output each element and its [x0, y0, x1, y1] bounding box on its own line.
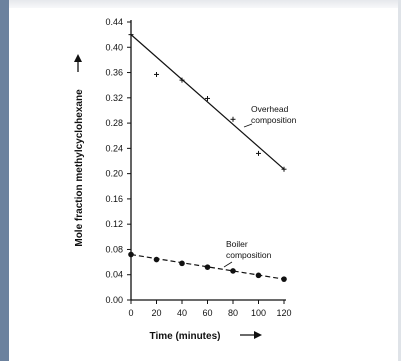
x-tick-label: 0 [128, 308, 133, 318]
chart-series [128, 32, 287, 282]
y-tick-label: 0.12 [105, 219, 123, 229]
window-right-border [398, 0, 401, 361]
y-tick-label: 0.36 [105, 68, 123, 78]
x-tick-label: 100 [251, 308, 266, 318]
chart-ticks: 0.00 0.04 0.08 0.12 0.16 0.20 0.24 0.28 0.32 0.36… [105, 17, 291, 318]
y-tick-label: 0.32 [105, 93, 123, 103]
x-axis-arrow-icon [240, 331, 262, 339]
series-plus [128, 32, 287, 172]
x-tick-label: 80 [228, 308, 238, 318]
data-point [128, 251, 134, 258]
annotation-label: composition [226, 250, 272, 260]
y-tick-label: 0.04 [105, 270, 123, 280]
x-axis-title: Time (minutes) [150, 331, 221, 342]
data-point [128, 32, 134, 38]
data-point [205, 95, 210, 101]
data-point [281, 166, 287, 172]
annotation-label: Overhead [251, 104, 289, 114]
data-point [154, 71, 159, 77]
y-axis-arrow-icon [74, 54, 82, 72]
data-point [230, 268, 236, 274]
y-axis-title: Mole fraction methylcyclohexane [74, 89, 85, 247]
y-tick-label: 0.24 [105, 143, 123, 153]
y-tick-label: 0.28 [105, 118, 123, 128]
data-point [179, 77, 185, 83]
x-tick-label: 20 [151, 308, 161, 318]
data-point [281, 276, 287, 282]
data-point [256, 150, 261, 156]
window-top-bar [0, 0, 401, 8]
y-tick-label: 0.44 [105, 17, 123, 27]
x-tick-label: 120 [276, 308, 291, 318]
annotation-label: composition [251, 115, 297, 125]
y-tick-label: 0.20 [105, 169, 123, 179]
annotation-label: Boiler [226, 239, 248, 249]
data-point [153, 256, 160, 263]
x-tick-label: 60 [202, 308, 212, 318]
data-point [204, 264, 211, 270]
series-trend-line [130, 34, 285, 170]
data-point [179, 260, 185, 267]
window-left-border [0, 0, 9, 361]
series-circle [128, 251, 287, 282]
x-tick-label: 40 [177, 308, 187, 318]
y-tick-label: 0.00 [105, 295, 123, 305]
data-point [255, 272, 262, 279]
annotation-leader [243, 123, 253, 128]
y-tick-label: 0.16 [105, 194, 123, 204]
annotation-leader [223, 261, 233, 268]
y-tick-label: 0.40 [105, 42, 123, 52]
y-tick-label: 0.08 [105, 244, 123, 254]
data-point [230, 116, 236, 122]
